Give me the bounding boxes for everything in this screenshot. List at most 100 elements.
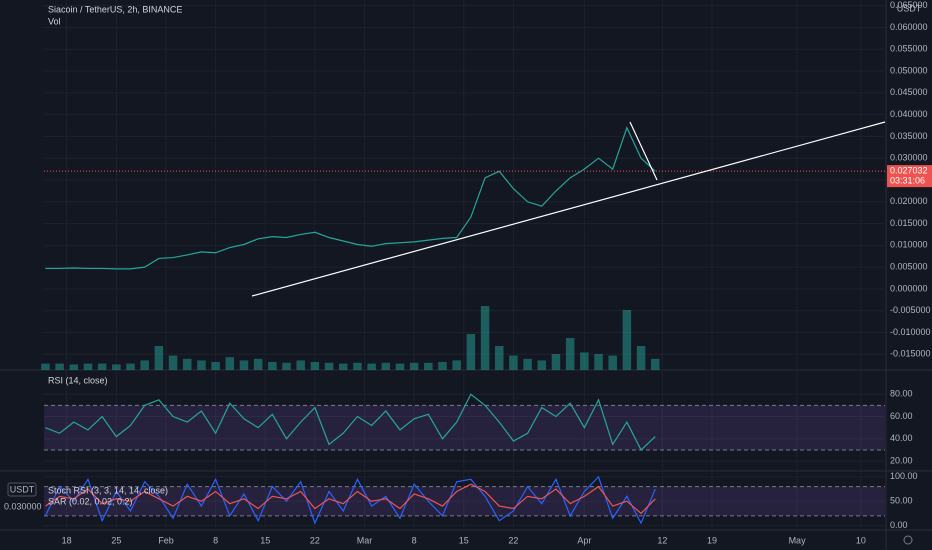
volume-bar: [395, 363, 405, 370]
volume-bar: [636, 346, 646, 370]
volume-bar: [338, 363, 348, 370]
x-tick-label: 18: [62, 535, 72, 545]
volume-bar: [310, 362, 320, 370]
x-tick-label: 22: [310, 535, 320, 545]
y-tick-label: 0.020000: [890, 196, 928, 206]
x-tick-label: 10: [856, 535, 866, 545]
volume-bar: [509, 355, 518, 370]
x-tick-label: Feb: [158, 535, 174, 545]
sar-label: SAR (0.02, 0.02, 0.2): [48, 496, 133, 506]
price-tag-text: 0.027032: [890, 166, 928, 176]
volume-bar: [622, 310, 632, 370]
x-tick-label: 15: [260, 535, 270, 545]
volume-bar: [41, 363, 50, 370]
currency-badge[interactable]: [7, 482, 37, 497]
left-price-label: 0.030000: [4, 501, 42, 511]
y-tick-label: 0.065000: [890, 0, 928, 10]
symbol-title[interactable]: Siacoin / TetherUS, 2h, BINANCE: [48, 4, 182, 14]
volume-bar: [324, 362, 334, 370]
volume-bar: [140, 360, 149, 370]
volume-bar: [523, 358, 532, 370]
volume-bar: [480, 306, 490, 370]
volume-bar: [239, 360, 249, 370]
y-tick-label: 0.015000: [890, 218, 928, 228]
volume-bar: [580, 352, 589, 370]
band: [44, 486, 885, 516]
volume-bar: [608, 355, 617, 370]
y-tick-label: -0.005000: [890, 305, 931, 315]
y-tick-label: 0.000000: [890, 283, 928, 293]
volume-bar: [409, 362, 419, 370]
volume-bar: [537, 360, 547, 370]
y-tick-label: 0.040000: [890, 109, 928, 119]
rsi-label: RSI (14, close): [48, 375, 108, 385]
currency-badge-text[interactable]: USDT: [10, 484, 35, 494]
x-tick-label: 25: [111, 535, 121, 545]
x-tick-label: 8: [213, 535, 218, 545]
series-line: [45, 126, 656, 270]
y-tick-label: 40.00: [890, 433, 913, 443]
settings-icon[interactable]: [903, 535, 913, 545]
series-line: [45, 393, 656, 451]
volume-bar: [253, 358, 263, 370]
volume-bar: [296, 360, 305, 370]
x-tick-label: 15: [459, 535, 469, 545]
stoch-label: Stoch RSI (3, 3, 14, 14, close): [48, 485, 168, 495]
volume-bar: [424, 362, 433, 370]
x-tick-label: 12: [657, 535, 667, 545]
y-tick-label: 0.060000: [890, 22, 928, 32]
volume-bar: [182, 358, 192, 370]
volume-bar: [55, 363, 64, 370]
y-tick-label: -0.015000: [890, 349, 931, 359]
countdown-text: 03:31:06: [890, 176, 925, 186]
volume-bar: [551, 354, 561, 370]
volume-bar: [154, 346, 164, 370]
volume-bar: [112, 364, 121, 370]
volume-bar: [268, 362, 277, 370]
volume-bar: [83, 363, 93, 370]
volume-bar: [69, 364, 79, 370]
y-tick-label: 0.050000: [890, 65, 928, 75]
volume-bar: [225, 357, 235, 370]
volume-bar: [438, 362, 447, 370]
y-tick-label: 0.035000: [890, 131, 928, 141]
volume-bar: [452, 360, 461, 370]
series-line: [45, 483, 656, 515]
x-tick-label: May: [789, 535, 807, 545]
y-tick-label: 100.00: [890, 471, 918, 481]
y-tick-label: 0.045000: [890, 87, 928, 97]
x-tick-label: 22: [508, 535, 518, 545]
volume-bar: [97, 363, 107, 370]
band: [44, 405, 885, 450]
trend-line[interactable]: [251, 121, 886, 297]
y-tick-label: 20.00: [890, 455, 913, 465]
volume-bar: [594, 354, 603, 370]
axis-currency: USDT: [897, 3, 922, 13]
volume-bar: [282, 362, 291, 370]
volume-bar: [211, 362, 220, 370]
volume-bar: [650, 358, 660, 370]
y-tick-label: -0.010000: [890, 327, 931, 337]
volume-bar: [197, 360, 206, 370]
x-tick-label: 19: [707, 535, 717, 545]
trend-line[interactable]: [629, 121, 658, 181]
y-tick-label: 50.00: [890, 496, 913, 506]
volume-bar: [126, 363, 135, 370]
x-tick-label: Mar: [357, 535, 373, 545]
volume-bar: [353, 362, 362, 370]
x-tick-label: Apr: [577, 535, 591, 545]
y-tick-label: 0.010000: [890, 240, 928, 250]
volume-bar: [381, 362, 391, 370]
y-tick-label: 0.005000: [890, 262, 928, 272]
y-tick-label: 80.00: [890, 389, 913, 399]
y-tick-label: 0.055000: [890, 44, 928, 54]
y-tick-label: 0.030000: [890, 153, 928, 163]
vol-label: Vol: [48, 16, 61, 26]
volume-bar: [367, 363, 376, 370]
series-line: [44, 475, 656, 525]
price-tag: [887, 165, 932, 188]
volume-bar: [168, 355, 178, 370]
x-tick-label: 8: [412, 535, 417, 545]
